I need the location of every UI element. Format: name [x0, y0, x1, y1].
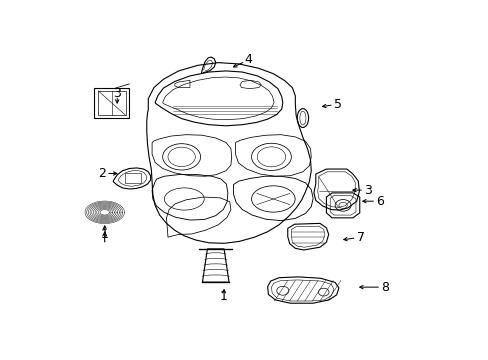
Text: 6: 6 — [375, 195, 384, 208]
Text: 8: 8 — [380, 281, 388, 294]
Text: 4: 4 — [244, 53, 252, 66]
Text: 3: 3 — [364, 184, 371, 197]
Text: 1: 1 — [220, 290, 227, 303]
Bar — [124, 173, 141, 184]
Text: 7: 7 — [356, 231, 364, 244]
Text: 1: 1 — [101, 228, 108, 241]
Text: 5: 5 — [333, 98, 341, 111]
Text: 3: 3 — [113, 87, 121, 100]
Text: 2: 2 — [98, 167, 106, 180]
